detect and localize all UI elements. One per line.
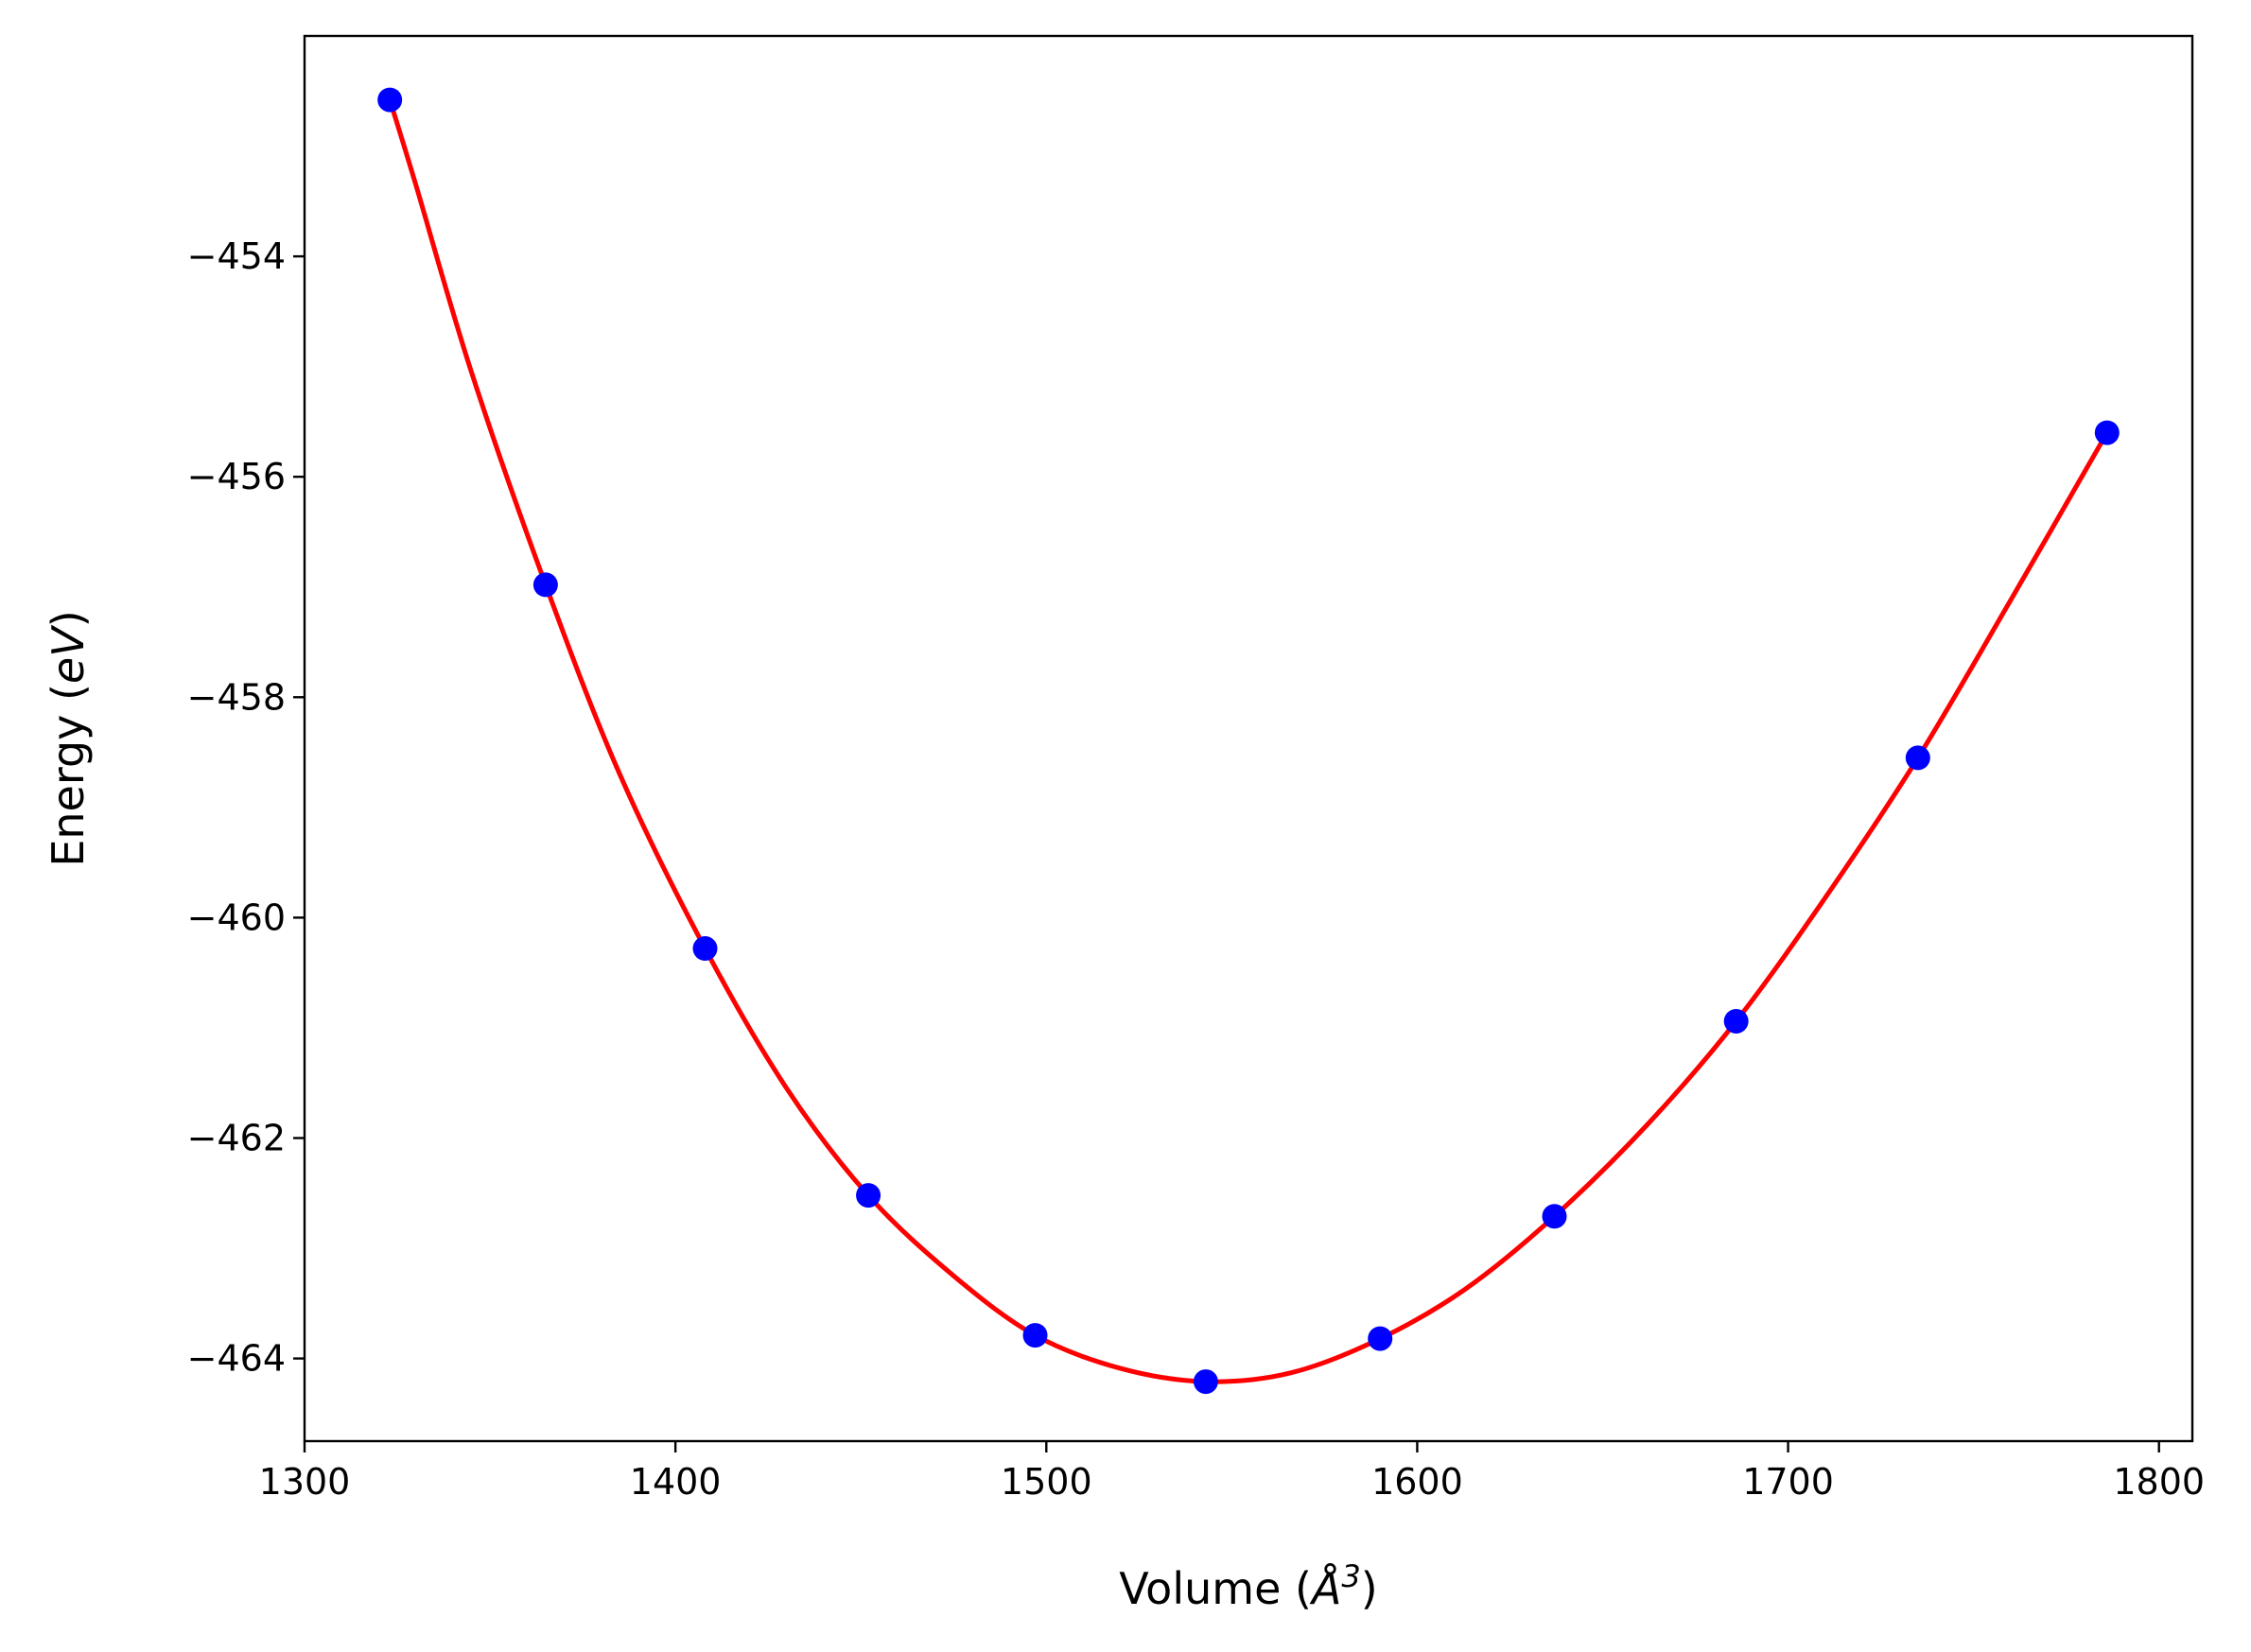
data-point — [1542, 1204, 1567, 1229]
y-tick-label: −460 — [187, 896, 286, 938]
plot-area — [303, 34, 2194, 1443]
plot-frame — [303, 34, 2194, 1443]
x-tick-label: 1300 — [259, 1461, 351, 1503]
x-axis-ticks: 1300 1400 1500 1600 1700 1800 — [259, 1441, 2205, 1503]
data-points-layer — [377, 87, 2120, 1395]
data-point — [2094, 420, 2120, 445]
y-tick-label: −464 — [187, 1338, 286, 1380]
x-axis-label-main: Volume ( — [1119, 1563, 1312, 1614]
x-tick-label: 1800 — [2113, 1461, 2205, 1503]
x-axis-label-close: ) — [1361, 1563, 1378, 1614]
y-tick-label: −454 — [187, 235, 286, 277]
x-tick-label: 1400 — [630, 1461, 722, 1503]
y-tick-label: −462 — [187, 1117, 286, 1158]
y-axis-label: Energy (eV) — [43, 610, 94, 866]
y-axis-ticks: −454 −456 −458 −460 −462 −464 — [187, 235, 305, 1380]
data-point — [1022, 1323, 1048, 1348]
data-point — [1723, 1008, 1749, 1034]
data-point — [856, 1183, 881, 1209]
y-axis-label-main: Energy ( — [43, 684, 94, 867]
y-axis-label-close: ) — [43, 610, 94, 627]
y-tick-label: −456 — [187, 456, 286, 497]
fit-curve-layer — [387, 97, 2110, 1384]
data-point — [377, 87, 403, 113]
x-tick-label: 1700 — [1742, 1461, 1834, 1503]
x-tick-label: 1600 — [1371, 1461, 1463, 1503]
data-point — [1905, 745, 1930, 771]
data-point — [532, 572, 558, 598]
y-tick-label: −458 — [187, 676, 286, 718]
data-point — [1368, 1326, 1393, 1351]
x-tick-label: 1500 — [1001, 1461, 1092, 1503]
x-axis-label-unit: Å — [1309, 1563, 1341, 1614]
x-axis-label: Volume (Å3) — [1119, 1558, 1377, 1614]
y-axis-label-unit: eV — [43, 624, 94, 684]
data-point — [1193, 1369, 1218, 1395]
fit-curve — [387, 97, 2110, 1384]
data-point — [692, 936, 718, 962]
x-axis-label-exponent: 3 — [1341, 1558, 1360, 1594]
